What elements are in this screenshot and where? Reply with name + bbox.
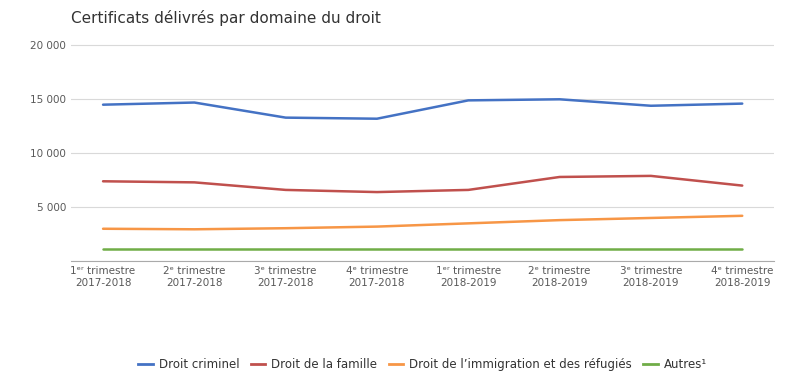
Autres¹ <box>738 247 747 252</box>
Droit de l’immigration et des réfugiés <box>464 221 473 226</box>
Droit de l’immigration et des réfugiés <box>98 227 107 231</box>
Droit de la famille <box>281 188 291 192</box>
Line: Droit de la famille: Droit de la famille <box>103 176 743 192</box>
Droit criminel <box>190 100 199 105</box>
Droit de l’immigration et des réfugiés <box>190 227 199 232</box>
Droit de la famille <box>646 174 656 178</box>
Autres¹ <box>464 247 473 252</box>
Text: Certificats délivrés par domaine du droit: Certificats délivrés par domaine du droi… <box>71 10 381 26</box>
Droit criminel <box>281 115 291 120</box>
Droit de la famille <box>738 183 747 188</box>
Droit criminel <box>646 103 656 108</box>
Droit de la famille <box>98 179 107 184</box>
Droit de l’immigration et des réfugiés <box>646 216 656 220</box>
Droit criminel <box>555 97 564 102</box>
Autres¹ <box>98 247 107 252</box>
Line: Droit de l’immigration et des réfugiés: Droit de l’immigration et des réfugiés <box>103 216 743 229</box>
Legend: Droit criminel, Droit de la famille, Droit de l’immigration et des réfugiés, Aut: Droit criminel, Droit de la famille, Dro… <box>134 353 712 376</box>
Autres¹ <box>281 247 291 252</box>
Droit de la famille <box>464 188 473 192</box>
Droit de la famille <box>190 180 199 185</box>
Droit de l’immigration et des réfugiés <box>281 226 291 230</box>
Autres¹ <box>190 247 199 252</box>
Autres¹ <box>646 247 656 252</box>
Droit criminel <box>738 101 747 106</box>
Droit de la famille <box>555 175 564 179</box>
Droit de l’immigration et des réfugiés <box>555 218 564 222</box>
Autres¹ <box>555 247 564 252</box>
Line: Droit criminel: Droit criminel <box>103 99 743 119</box>
Droit de l’immigration et des réfugiés <box>372 224 382 229</box>
Droit de l’immigration et des réfugiés <box>738 214 747 218</box>
Droit criminel <box>372 116 382 121</box>
Droit criminel <box>98 103 107 107</box>
Droit criminel <box>464 98 473 103</box>
Autres¹ <box>372 247 382 252</box>
Droit de la famille <box>372 190 382 194</box>
